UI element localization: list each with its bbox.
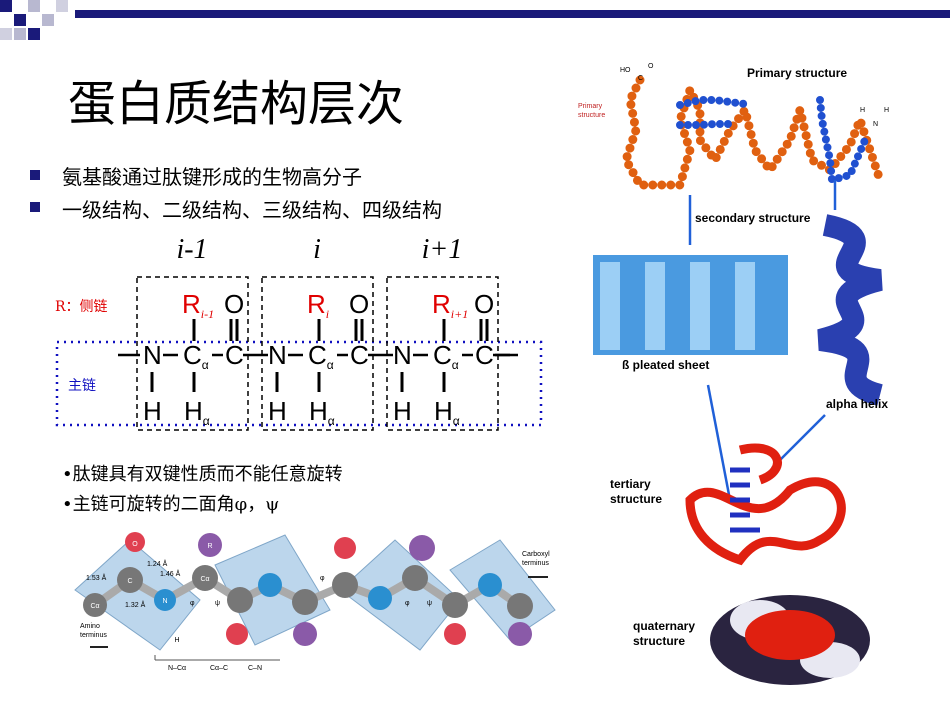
subscript: i [326,307,329,321]
subscript: α [452,358,459,372]
atom: Hα [184,396,210,428]
atom: H [268,396,287,426]
small-label: structure [578,112,605,119]
group-label: C [638,75,643,82]
level-label: secondary structure [695,211,811,225]
blue-segment [676,120,734,129]
atom: Hα [434,396,460,428]
atom: C [350,340,369,370]
atom: Cα [308,340,334,372]
primary-chain [621,75,885,190]
angle: ψ [427,600,432,607]
atom: N [268,340,287,370]
main-chain-box [55,340,543,427]
backbone-figure: O C R Cα N H Cα 1.53 Å 1.24 Å 1.46 Å 1.3… [74,532,556,672]
side-chain-label: R：侧链 [55,299,108,315]
atom-label: R [207,543,212,550]
atom-label: Cα [90,603,99,610]
residue-box [386,276,499,431]
atom-label: O [132,541,138,548]
bond-length: 1.46 Å [160,569,181,578]
bond-type: Cα–C [210,665,228,672]
bullet: 一级结构、二级结构、三级结构、四级结构 [62,198,442,222]
decoration [0,0,950,40]
group-label: N [873,121,878,128]
note: •主链可旋转的二面角φ，ψ [62,494,279,515]
atom: Hα [309,396,335,428]
terminus-label: terminus [522,560,549,567]
atom: O [349,289,369,319]
atom: O [474,289,494,319]
level-label: Primary structure [747,66,847,80]
title: 蛋白质结构层次 [68,76,404,132]
plane [74,539,201,651]
group-label: HO [620,67,631,74]
level-label: ß pleated sheet [622,358,709,372]
residue-box [261,276,374,431]
atom: C [225,340,244,370]
atom: H [393,396,412,426]
group-label: H [860,107,865,114]
bullet-icon [30,170,40,180]
structure-figure: HO O C H H N Primary structure Primary s… [578,63,889,685]
bond-type: C–N [248,665,262,672]
blue-segment [676,96,749,109]
terminus-label: terminus [80,632,107,639]
residue-label: i [313,234,321,265]
level-label: alpha helix [826,397,888,411]
group-label: H [884,107,889,114]
atom-label: Cα [200,576,209,583]
atom: N [143,340,162,370]
atom: Ri+1 [432,289,468,321]
group-label: O [648,63,654,70]
level-label: tertiary [610,477,651,491]
angle: φ [405,600,410,607]
bond-length: 1.24 Å [147,559,168,568]
atom: Ri [307,289,329,321]
atom: N [393,340,412,370]
angle: φ [320,575,325,582]
subscript: α [202,358,209,372]
level-label: quaternary [633,619,695,633]
terminus-label: Carboxyl [522,551,550,558]
residue-label: i-1 [176,234,207,265]
residue-label: i+1 [422,234,463,265]
angle: ψ [215,600,220,607]
bond-length: 1.53 Å [86,573,107,582]
bullet: 氨基酸通过肽键形成的生物高分子 [62,165,362,189]
small-label: Primary [578,103,603,110]
subscript: α [453,414,460,428]
atom: O [224,289,244,319]
subscript: i+1 [451,307,468,321]
atom: Cα [183,340,209,372]
bond-length: 1.32 Å [125,600,146,609]
level-label: structure [610,492,662,506]
level-label: structure [633,634,685,648]
subscript: α [328,414,335,428]
terminus-label: Amino [80,623,100,630]
atom: C [475,340,494,370]
residue-box [136,276,249,431]
blue-segment [816,96,869,186]
atom: Ri-1 [182,289,214,321]
angle: φ [190,600,195,607]
atom: Cα [433,340,459,372]
note: •肽键具有双键性质而不能任意旋转 [62,464,343,485]
atom-label: C [127,578,132,585]
subscript: i-1 [201,307,214,321]
atom-label: N [162,598,167,605]
atom-label: H [174,637,179,644]
atom: H [143,396,162,426]
helix [817,214,884,406]
bond-type: N–Cα [168,665,186,672]
bullet-icon [30,202,40,212]
subscript: α [203,414,210,428]
main-chain-label: 主链 [68,378,96,394]
tertiary [685,443,846,566]
subscript: α [327,358,334,372]
